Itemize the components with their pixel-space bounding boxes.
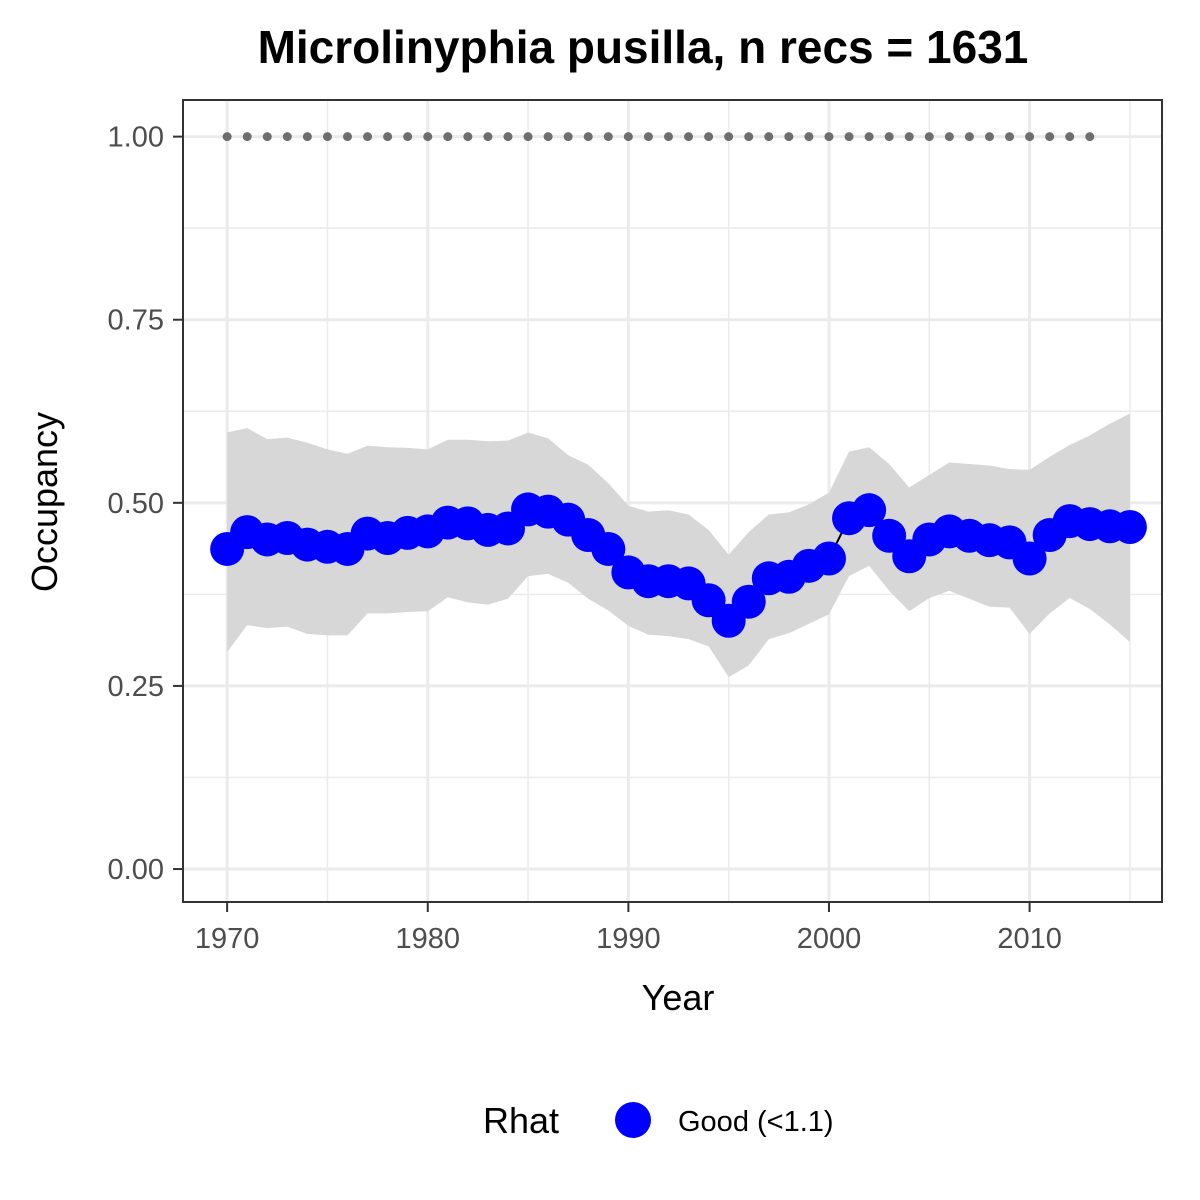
dotted-point bbox=[663, 132, 673, 142]
dotted-point bbox=[744, 132, 754, 142]
dotted-point bbox=[944, 132, 954, 142]
dotted-point bbox=[784, 132, 794, 142]
occupancy-point bbox=[811, 541, 846, 576]
dotted-point bbox=[262, 132, 272, 142]
dotted-point bbox=[463, 132, 473, 142]
y-axis-title: Occupancy bbox=[24, 412, 65, 592]
occupancy-point bbox=[1112, 510, 1147, 545]
legend: Rhat Good (<1.1) bbox=[483, 1100, 834, 1141]
dotted-point bbox=[643, 132, 653, 142]
panel-border bbox=[182, 99, 1163, 903]
dotted-point bbox=[363, 132, 373, 142]
dotted-point bbox=[1045, 132, 1055, 142]
occupancy-point bbox=[591, 531, 626, 566]
dotted-point bbox=[824, 132, 834, 142]
dotted-point bbox=[343, 132, 353, 142]
occupancy-point bbox=[852, 493, 887, 528]
dotted-point bbox=[984, 132, 994, 142]
dotted-point bbox=[322, 132, 332, 142]
dotted-point bbox=[904, 132, 914, 142]
dotted-point bbox=[443, 132, 453, 142]
y-tick-label: 1.00 bbox=[108, 122, 164, 154]
dotted-point bbox=[804, 132, 814, 142]
dotted-point bbox=[684, 132, 694, 142]
dotted-point bbox=[884, 132, 894, 142]
x-tick-label: 2000 bbox=[797, 923, 862, 955]
dotted-point bbox=[924, 132, 934, 142]
y-tick-label: 0.75 bbox=[108, 305, 164, 337]
dotted-point bbox=[583, 132, 593, 142]
legend-title: Rhat bbox=[483, 1100, 559, 1141]
y-axis: 0.00 0.25 0.50 0.75 1.00 bbox=[108, 122, 183, 886]
legend-key-good bbox=[615, 1102, 651, 1138]
dotted-point bbox=[563, 132, 573, 142]
dotted-point bbox=[864, 132, 874, 142]
x-tick-label: 1990 bbox=[596, 923, 661, 955]
dotted-point bbox=[503, 132, 513, 142]
x-tick-label: 2010 bbox=[997, 923, 1062, 955]
dotted-point bbox=[383, 132, 393, 142]
dotted-point bbox=[1005, 132, 1015, 142]
occupancy-point bbox=[731, 584, 766, 619]
chart-title: Microlinyphia pusilla, n recs = 1631 bbox=[258, 21, 1029, 73]
dotted-point bbox=[704, 132, 714, 142]
y-tick-label: 0.00 bbox=[108, 854, 164, 886]
dotted-point bbox=[543, 132, 553, 142]
dotted-point bbox=[1065, 132, 1075, 142]
dotted-point bbox=[844, 132, 854, 142]
plot-area bbox=[182, 99, 1163, 903]
dotted-point bbox=[964, 132, 974, 142]
occupancy-point bbox=[1012, 541, 1047, 576]
dotted-point bbox=[302, 132, 312, 142]
confidence-ribbon bbox=[227, 413, 1130, 678]
dotted-point bbox=[1025, 132, 1035, 142]
dotted-point bbox=[403, 132, 413, 142]
x-tick-label: 1970 bbox=[195, 923, 260, 955]
dotted-point bbox=[1085, 132, 1095, 142]
x-axis: 1970 1980 1990 2000 2010 bbox=[195, 902, 1062, 955]
dotted-point bbox=[523, 132, 533, 142]
dotted-point bbox=[423, 132, 433, 142]
y-tick-label: 0.50 bbox=[108, 488, 164, 520]
dotted-point bbox=[764, 132, 774, 142]
legend-label-good: Good (<1.1) bbox=[678, 1106, 834, 1138]
y-tick-label: 0.25 bbox=[108, 671, 164, 703]
dotted-point bbox=[242, 132, 252, 142]
dotted-point bbox=[623, 132, 633, 142]
dotted-point bbox=[603, 132, 613, 142]
dotted-point bbox=[222, 132, 232, 142]
x-tick-label: 1980 bbox=[395, 923, 460, 955]
dotted-point bbox=[282, 132, 292, 142]
dotted-point bbox=[483, 132, 493, 142]
x-axis-title: Year bbox=[642, 977, 715, 1018]
dotted-point bbox=[724, 132, 734, 142]
